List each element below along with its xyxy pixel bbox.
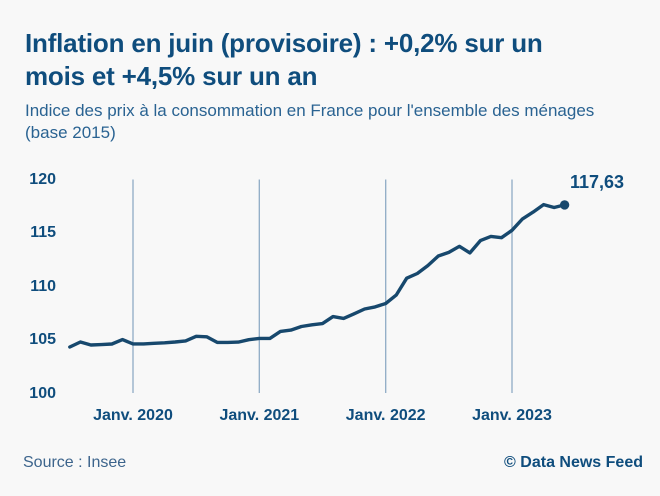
- x-tick-label: Janv. 2022: [345, 407, 426, 424]
- y-tick-label: 110: [30, 277, 56, 295]
- chart-subtitle: Indice des prix à la consommation en Fra…: [25, 100, 594, 144]
- y-tick-label: 115: [30, 224, 56, 242]
- source-label: Source : Insee: [23, 454, 127, 471]
- x-tick-label: Janv. 2020: [93, 407, 173, 424]
- y-tick-label: 100: [29, 385, 56, 402]
- x-tick-label: Janv. 2021: [219, 407, 300, 424]
- y-tick-label: 120: [29, 170, 56, 188]
- page-title: Inflation en juin (provisoire) : +0,2% s…: [25, 27, 543, 93]
- page-title-line-2: mois et +4,5% sur un an: [25, 61, 318, 91]
- end-value-label: 117,63: [569, 172, 625, 192]
- credit-label: © Data News Feed: [504, 454, 643, 471]
- chart-subtitle-line-2: (base 2015): [25, 123, 116, 142]
- chart-subtitle-line-1: Indice des prix à la consommation en Fra…: [25, 101, 595, 120]
- end-point-dot: [559, 200, 570, 210]
- y-tick-label: 105: [29, 331, 56, 349]
- page-title-line-1: Inflation en juin (provisoire) : +0,2% s…: [25, 28, 543, 58]
- cpi-data-line: [68, 202, 567, 349]
- x-tick-label: Janv. 2023: [472, 407, 552, 424]
